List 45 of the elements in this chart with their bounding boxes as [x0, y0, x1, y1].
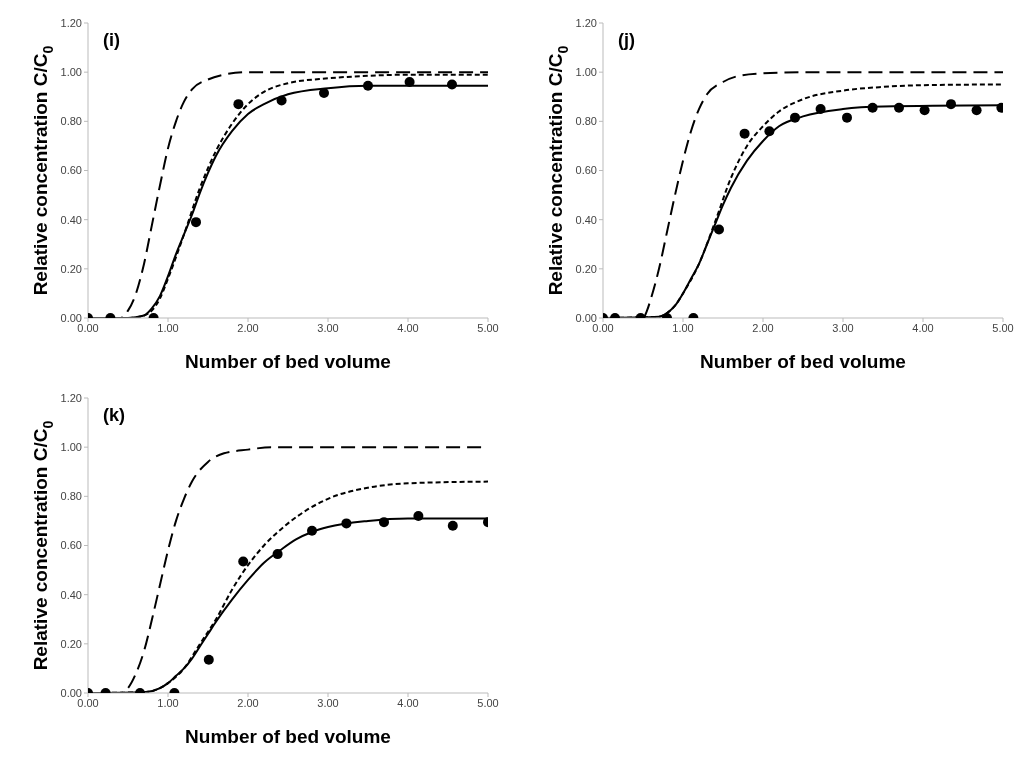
y-tick-label: 0.00 — [60, 311, 82, 324]
y-tick-label: 0.60 — [575, 164, 597, 177]
x-tick-label: 5.00 — [477, 321, 499, 334]
x-tick-label: 1.00 — [157, 321, 179, 334]
y-tick-label: 0.40 — [575, 213, 597, 226]
x-tick-label: 2.00 — [237, 696, 259, 709]
y-tick-label: 0.60 — [60, 164, 82, 177]
x-tick-label: 5.00 — [477, 696, 499, 709]
x-tick-label: 1.00 — [672, 321, 694, 334]
y-tick-label: 0.80 — [60, 490, 82, 503]
x-tick-label: 0.00 — [592, 321, 614, 334]
x-tick-label: 4.00 — [397, 321, 419, 334]
y-tick-label: 0.00 — [575, 311, 597, 324]
x-tick-label: 0.00 — [77, 321, 99, 334]
y-tick-label: 0.20 — [60, 262, 82, 275]
annotation: (i) — [103, 30, 120, 51]
x-tick-label: 4.00 — [912, 321, 934, 334]
y-tick-label: 0.80 — [60, 115, 82, 128]
x-tick-label: 1.00 — [157, 696, 179, 709]
x-axis-title: Number of bed volume — [185, 726, 391, 747]
x-tick-label: 2.00 — [237, 321, 259, 334]
x-tick-label: 2.00 — [752, 321, 774, 334]
y-tick-label: 0.20 — [60, 637, 82, 650]
y-tick-label: 1.20 — [575, 16, 597, 29]
y-tick-label: 1.00 — [60, 66, 82, 79]
y-tick-label: 1.20 — [60, 391, 82, 404]
y-tick-label: 0.40 — [60, 588, 82, 601]
y-tick-label: 0.40 — [60, 213, 82, 226]
annotation: (k) — [103, 405, 125, 426]
y-tick-label: 1.00 — [575, 66, 597, 79]
x-tick-label: 5.00 — [992, 321, 1014, 334]
x-axis-title: Number of bed volume — [185, 351, 391, 372]
x-tick-label: 3.00 — [832, 321, 854, 334]
y-tick-label: 0.00 — [60, 686, 82, 699]
x-tick-label: 0.00 — [77, 696, 99, 709]
x-tick-label: 3.00 — [317, 696, 339, 709]
y-tick-label: 0.20 — [575, 262, 597, 275]
x-axis-title: Number of bed volume — [700, 351, 906, 372]
annotation: (j) — [618, 30, 635, 51]
y-tick-label: 0.60 — [60, 539, 82, 552]
y-tick-label: 1.00 — [60, 441, 82, 454]
y-tick-label: 0.80 — [575, 115, 597, 128]
x-tick-label: 4.00 — [397, 696, 419, 709]
x-tick-label: 3.00 — [317, 321, 339, 334]
y-tick-label: 1.20 — [60, 16, 82, 29]
